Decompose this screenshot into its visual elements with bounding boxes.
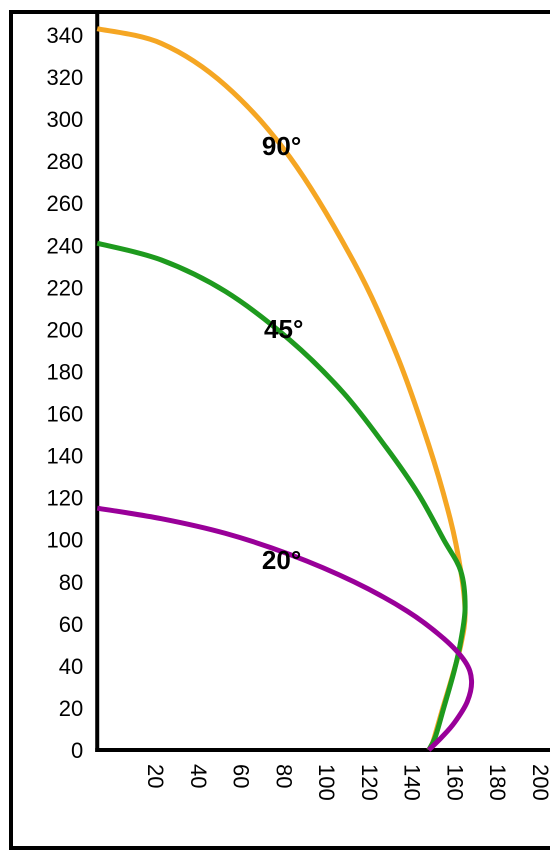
series-line-2: [96, 505, 475, 752]
y-tick-label: 240: [47, 233, 84, 258]
x-tick-label: 120: [357, 764, 382, 801]
x-tick-label: 80: [271, 764, 296, 788]
curve-labels: 90° 45° 20°: [262, 131, 303, 575]
y-tick-labels: 0 20 40 60 80 100 120 140 160 180 200 220 240 260 280 3…: [47, 23, 84, 763]
y-tick-label: 40: [59, 654, 83, 679]
x-tick-labels: 20 40 60 80 100 120 140 160 180 200: [143, 764, 550, 801]
x-tick-label: 200: [528, 764, 550, 801]
x-tick-label: 40: [186, 764, 211, 788]
y-tick-label: 300: [47, 107, 84, 132]
axes: [95, 14, 550, 752]
y-tick-label: 280: [47, 149, 84, 174]
series-label-0: 90°: [262, 131, 301, 161]
y-tick-label: 200: [47, 317, 84, 342]
y-tick-label: 0: [71, 738, 83, 763]
y-tick-label: 120: [47, 486, 84, 511]
x-tick-label: 160: [442, 764, 467, 801]
curves: [96, 26, 475, 752]
y-tick-label: 320: [47, 65, 84, 90]
y-tick-label: 180: [47, 359, 84, 384]
y-tick-label: 100: [47, 528, 84, 553]
y-tick-label: 260: [47, 191, 84, 216]
x-tick-label: 180: [485, 764, 510, 801]
y-tick-label: 340: [47, 23, 84, 48]
x-tick-label: 100: [314, 764, 339, 801]
x-tick-label: 140: [400, 764, 425, 801]
series-label-2: 20°: [262, 545, 301, 575]
y-tick-label: 160: [47, 402, 84, 427]
y-tick-label: 220: [47, 275, 84, 300]
y-tick-label: 60: [59, 612, 83, 637]
series-line-1: [96, 240, 468, 752]
y-tick-label: 20: [59, 696, 83, 721]
x-tick-label: 20: [143, 764, 168, 788]
series-label-1: 45°: [264, 314, 303, 344]
y-tick-label: 80: [59, 570, 83, 595]
y-tick-label: 140: [47, 444, 84, 469]
x-tick-label: 60: [229, 764, 254, 788]
